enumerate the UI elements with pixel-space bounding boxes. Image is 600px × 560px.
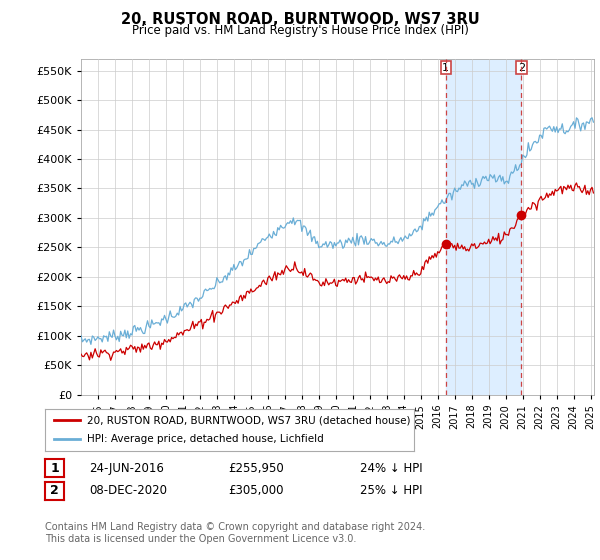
Text: 1: 1 <box>442 63 449 73</box>
Text: HPI: Average price, detached house, Lichfield: HPI: Average price, detached house, Lich… <box>88 435 324 445</box>
Text: 1: 1 <box>50 461 59 475</box>
Text: 08-DEC-2020: 08-DEC-2020 <box>89 484 167 497</box>
Text: £255,950: £255,950 <box>228 461 284 475</box>
Bar <box>446 59 521 395</box>
Text: Price paid vs. HM Land Registry's House Price Index (HPI): Price paid vs. HM Land Registry's House … <box>131 24 469 37</box>
Text: 20, RUSTON ROAD, BURNTWOOD, WS7 3RU: 20, RUSTON ROAD, BURNTWOOD, WS7 3RU <box>121 12 479 27</box>
Text: 24-JUN-2016: 24-JUN-2016 <box>89 461 164 475</box>
Text: 24% ↓ HPI: 24% ↓ HPI <box>360 461 422 475</box>
Text: 2: 2 <box>50 484 59 497</box>
Text: 25% ↓ HPI: 25% ↓ HPI <box>360 484 422 497</box>
Text: Contains HM Land Registry data © Crown copyright and database right 2024.
This d: Contains HM Land Registry data © Crown c… <box>45 522 425 544</box>
Text: 20, RUSTON ROAD, BURNTWOOD, WS7 3RU (detached house): 20, RUSTON ROAD, BURNTWOOD, WS7 3RU (det… <box>88 415 411 425</box>
Text: 2: 2 <box>518 63 525 73</box>
Text: £305,000: £305,000 <box>228 484 284 497</box>
